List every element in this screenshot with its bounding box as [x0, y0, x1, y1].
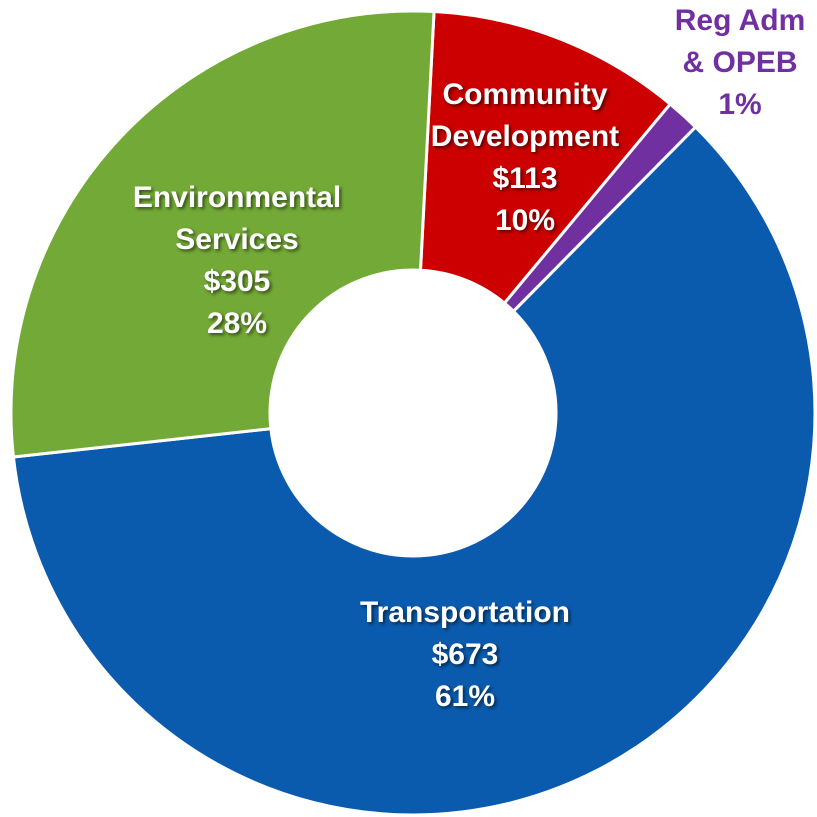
value-label: $305: [203, 265, 271, 298]
slice-label: Transportation $673 61%: [300, 592, 630, 718]
percentage-label: 10%: [494, 204, 556, 237]
value-label: $113: [492, 162, 558, 195]
category: Transportation: [359, 596, 570, 629]
slice-label: Community Development $113 10%: [400, 74, 650, 242]
slice-label: Environmental Services $305 28%: [97, 177, 377, 345]
slice-label: Reg Adm & OPEB 1%: [665, 0, 815, 126]
category: Reg Adm & OPEB: [674, 4, 806, 79]
donut-slice: [11, 124, 817, 817]
category: Community Development: [430, 78, 620, 153]
percentage-label: 28%: [206, 307, 268, 340]
percentage-label: 61%: [434, 680, 496, 713]
value-label: $673: [431, 638, 499, 671]
donut-slice: [9, 9, 436, 459]
percentage-label: 1%: [718, 88, 762, 121]
category: Environmental Services: [132, 181, 342, 256]
donut-slice: [418, 9, 673, 306]
